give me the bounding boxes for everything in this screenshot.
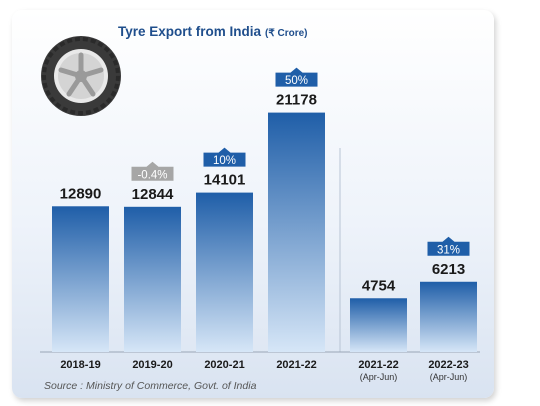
bar-5 [350, 298, 407, 352]
growth-badge-2 [131, 161, 174, 181]
chart-title: Tyre Export from India [118, 24, 262, 39]
value-label-1: 12890 [60, 185, 102, 202]
chart-unit-label: (₹ Crore) [265, 28, 307, 39]
tyre-icon [41, 36, 121, 116]
growth-badge-3 [203, 147, 246, 167]
growth-label-3: 10% [213, 155, 236, 167]
category-label-5: 2021-22 [358, 359, 398, 371]
category-label-1: 2018-19 [60, 359, 100, 371]
value-label-6: 6213 [432, 261, 465, 278]
source-note: Source : Ministry of Commerce, Govt. of … [44, 380, 257, 392]
growth-badge-4 [275, 67, 318, 87]
value-label-3: 14101 [204, 172, 246, 189]
category-label-3: 2020-21 [204, 359, 244, 371]
bar-3 [196, 192, 253, 352]
category-sublabel-6: (Apr-Jun) [430, 372, 468, 382]
category-sublabel-5: (Apr-Jun) [360, 372, 398, 382]
value-label-4: 21178 [276, 92, 317, 109]
value-label-5: 4754 [362, 277, 396, 294]
bar-6 [420, 281, 477, 352]
growth-label-2: -0.4% [137, 169, 167, 181]
growth-label-6: 31% [437, 244, 460, 256]
category-label-4: 2021-22 [276, 359, 316, 371]
category-label-2: 2019-20 [132, 359, 172, 371]
bar-2 [124, 206, 181, 352]
growth-badge-6 [427, 236, 470, 256]
category-label-6: 2022-23 [428, 359, 468, 371]
growth-label-4: 50% [285, 75, 308, 87]
bar-1 [52, 206, 109, 352]
value-label-2: 12844 [132, 186, 174, 203]
bar-4 [268, 112, 325, 352]
